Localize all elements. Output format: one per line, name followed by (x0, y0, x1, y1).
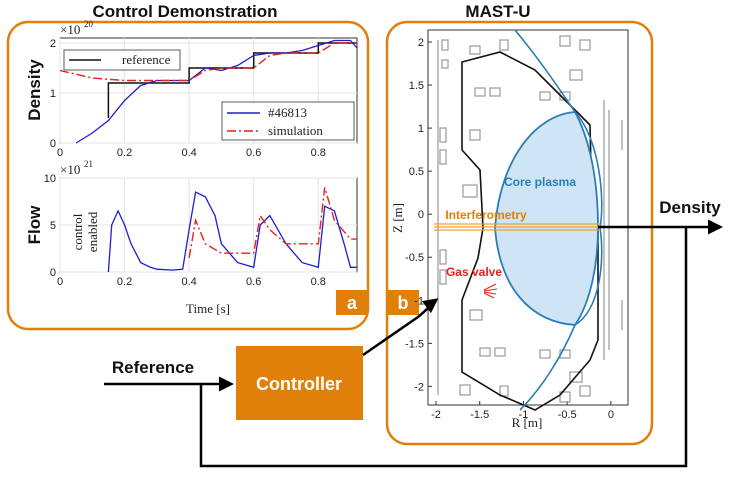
flow-xtick-label: 0.2 (117, 276, 132, 288)
machine-plot: -2 -1.5 -1 -0.5 0 2 1.5 1 0.5 0 -0.5 -1 -1.5 -2 (390, 29, 629, 430)
flow-annotation-line1: control (70, 213, 85, 250)
flow-series (107, 187, 357, 273)
controller-label: Controller (256, 374, 342, 394)
machine-xlabel: R [m] (512, 415, 543, 430)
density-xtick-label: 0.6 (246, 147, 261, 159)
density-xtick-label: 0.8 (311, 147, 326, 159)
flow-exponent-power: 21 (84, 159, 93, 169)
machine-ytick-label: 0 (418, 209, 424, 221)
flow-ticks: 0 0.2 0.4 0.6 0.8 0 5 10 (44, 173, 326, 288)
right-panel-frame (385, 20, 654, 446)
flow-ylabel: Flow (25, 205, 44, 244)
vessel-wall (461, 51, 599, 411)
core-plasma-label: Core plasma (504, 175, 576, 189)
flow-ytick-label: 10 (44, 173, 56, 185)
density-xtick-label: 0.2 (117, 147, 132, 159)
core-plasma (494, 111, 599, 326)
legend-shot-label: #46813 (268, 105, 307, 120)
density-ytick-label: 0 (50, 138, 56, 150)
density-plot: 0 0.2 0.4 0.6 0.8 0 1 2 ×10 20 Density referenc… (25, 19, 358, 159)
density-exponent-power: 20 (84, 19, 94, 29)
density-ytick-label: 1 (50, 88, 56, 100)
feedback-loop (199, 227, 688, 468)
machine-xtick-label: -0.5 (558, 409, 577, 421)
machine-xtick-label: -1.5 (470, 409, 489, 421)
machine-ytick-label: 2 (418, 37, 424, 49)
left-panel-frame (6, 20, 370, 331)
machine-ytick-label: -0.5 (405, 252, 424, 264)
density-ytick-label: 2 (50, 38, 56, 50)
interferometry-label: Interferometry (445, 208, 527, 222)
flow-exponent: ×10 (60, 162, 80, 177)
machine-components (437, 35, 623, 403)
badge-b (387, 290, 419, 315)
density-series-simulation (59, 42, 357, 82)
flow-xtick-label: 0 (57, 276, 63, 288)
flow-xtick-label: 0.4 (181, 276, 196, 288)
flow-ytick-label: 0 (50, 267, 56, 279)
flow-annotation-line2: enabled (85, 211, 100, 252)
left-panel-title: Control Demonstration (92, 2, 277, 21)
density-exponent: ×10 (60, 22, 80, 37)
machine-ytick-label: -2 (414, 381, 424, 393)
badge-a-label: a (347, 293, 358, 313)
right-panel-title: MAST-U (465, 2, 530, 21)
flow-xlabel: Time [s] (186, 301, 230, 316)
reference-label: Reference (112, 358, 194, 377)
flow-series-46813 (107, 191, 357, 273)
interferometry-chord (434, 223, 600, 231)
machine-ytick-label: 1.5 (409, 80, 424, 92)
flow-plot: 0 0.2 0.4 0.6 0.8 0 5 10 ×10 21 Flow control en… (25, 159, 358, 316)
machine-ytick-label: -1.5 (405, 338, 424, 350)
machine-xtick-label: -1 (519, 409, 529, 421)
density-series-46813 (75, 39, 358, 144)
machine-ytick-label: 1 (418, 123, 424, 135)
density-xtick-label: 0.4 (181, 147, 196, 159)
badge-b-label: b (398, 293, 409, 313)
density-legend-box (221, 101, 355, 141)
flow-xtick-label: 0.8 (311, 276, 326, 288)
badge-a (336, 290, 368, 315)
actuator-arrow (362, 298, 439, 357)
signal-arrows (104, 219, 723, 468)
flow-series-simulation (188, 187, 357, 259)
machine-ylabel: Z [m] (390, 203, 405, 233)
legend-reference-label: reference (122, 52, 171, 67)
gas-valve-spray (483, 283, 498, 299)
flow-xtick-label: 0.6 (246, 276, 261, 288)
density-output-label: Density (659, 198, 721, 217)
density-ticks: 0 0.2 0.4 0.6 0.8 0 1 2 (50, 38, 326, 159)
machine-xtick-label: 0 (608, 409, 614, 421)
machine-ytick-label: -1 (414, 295, 424, 307)
flow-grid (59, 177, 357, 273)
machine-ytick-label: 0.5 (409, 166, 424, 178)
density-ylabel: Density (25, 59, 44, 121)
density-series-reference (107, 42, 357, 118)
machine-xtick-label: -2 (431, 409, 441, 421)
density-series (59, 39, 358, 144)
gas-valve-label: Gas valve (446, 265, 502, 279)
legend-simulation-label: simulation (268, 123, 323, 138)
controller-block (236, 346, 363, 420)
density-legend-reference-box (63, 49, 181, 71)
density-xtick-label: 0 (57, 147, 63, 159)
flow-ytick-label: 5 (50, 220, 56, 232)
